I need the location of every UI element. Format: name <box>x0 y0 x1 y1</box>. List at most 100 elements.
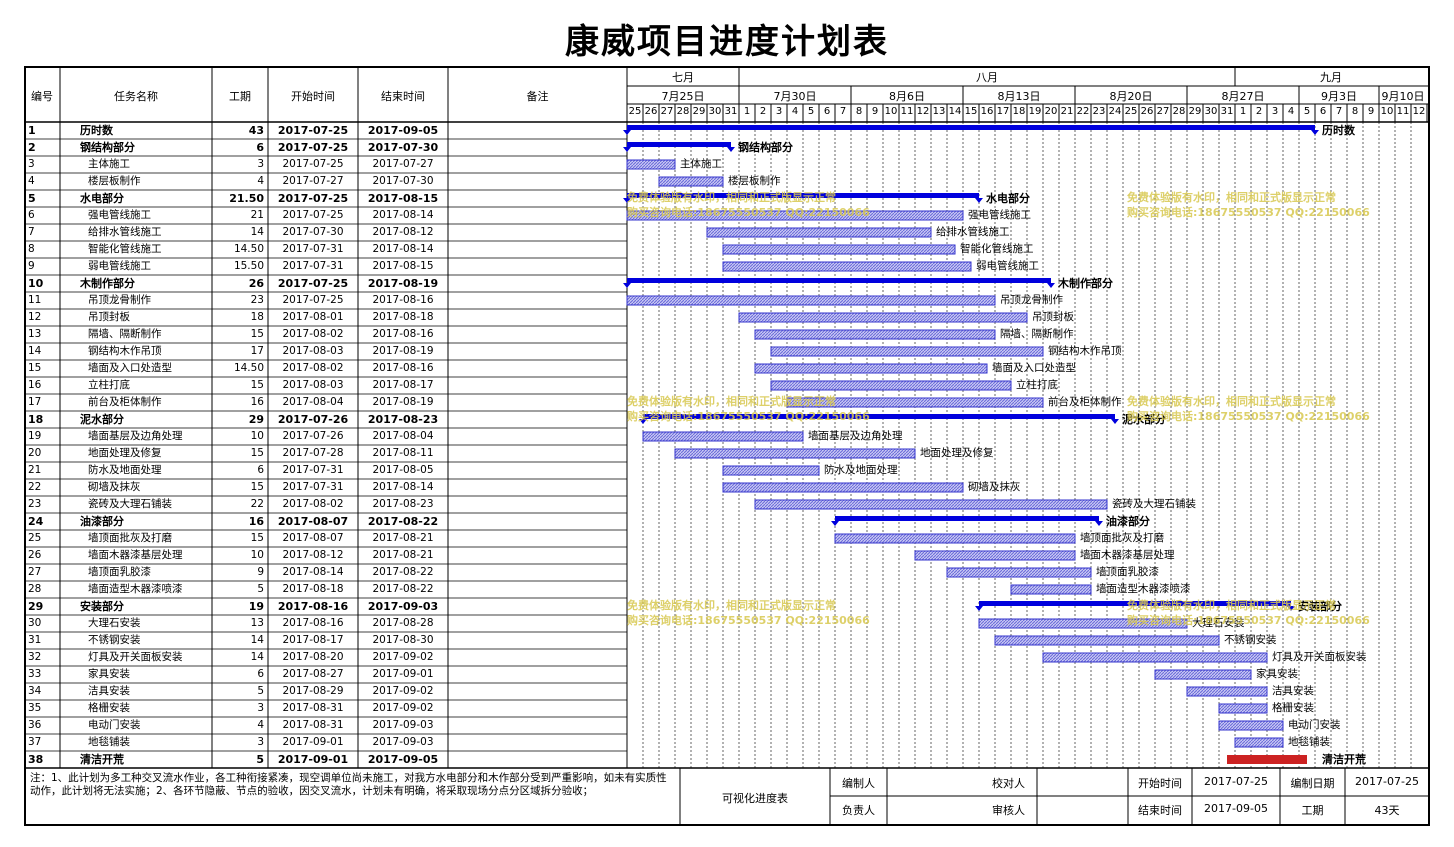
task-bar-label: 立柱打底 <box>1016 379 1058 391</box>
task-id: 38 <box>28 753 44 766</box>
task-duration: 14 <box>250 651 264 663</box>
task-id: 15 <box>28 362 42 374</box>
task-duration: 26 <box>248 277 264 290</box>
watermark-text: 购买咨询电话:18675550537 QQ:22150066 <box>1127 410 1370 423</box>
day-label: 10 <box>1380 106 1394 117</box>
task-id: 25 <box>28 532 42 544</box>
task-end: 2017-09-05 <box>367 753 439 766</box>
task-bar-27 <box>946 567 1092 578</box>
task-name: 瓷砖及大理石铺装 <box>88 498 172 510</box>
task-bar-label: 前台及柜体制作 <box>1048 396 1122 408</box>
watermark-text: 购买咨询电话:18675550537 QQ:22150066 <box>1127 206 1370 219</box>
task-bar-label: 吊顶龙骨制作 <box>1000 294 1063 306</box>
task-bar-6 <box>626 210 964 221</box>
watermark-text: 免费体验版有水印，相同和正式版显示正常 <box>627 599 836 612</box>
task-duration: 15 <box>250 328 264 340</box>
task-bar-37 <box>1234 737 1284 748</box>
task-bar-3 <box>626 159 676 170</box>
task-start: 2017-07-27 <box>282 175 344 187</box>
task-name: 电动门安装 <box>88 719 141 731</box>
summary-end-marker <box>1287 606 1295 611</box>
task-duration: 14.50 <box>233 362 264 374</box>
task-bar-16 <box>770 380 1012 391</box>
task-end: 2017-08-16 <box>372 362 434 374</box>
task-bar-label: 钢结构木作吊顶 <box>1048 345 1122 357</box>
task-bar-label: 防水及地面处理 <box>824 464 898 476</box>
summary-bar-18 <box>643 414 1115 419</box>
task-end: 2017-08-19 <box>372 396 434 408</box>
task-start: 2017-08-03 <box>282 345 344 357</box>
task-duration: 10 <box>250 549 264 561</box>
task-bar-label: 洁具安装 <box>1272 685 1314 697</box>
task-start: 2017-07-26 <box>282 430 344 442</box>
task-name: 强电管线施工 <box>88 209 151 221</box>
task-duration: 10 <box>250 430 264 442</box>
footer-owner-label: 负责人 <box>842 804 875 817</box>
task-end: 2017-08-22 <box>367 515 439 528</box>
task-name: 吊顶封板 <box>88 311 130 323</box>
day-label: 22 <box>1076 106 1090 117</box>
task-duration: 15.50 <box>233 260 264 272</box>
task-start: 2017-07-31 <box>282 243 344 255</box>
task-bar-33 <box>1154 669 1252 680</box>
task-duration: 6 <box>256 141 264 154</box>
day-label: 11 <box>900 106 914 117</box>
footer-date-label: 编制日期 <box>1290 777 1335 790</box>
task-start: 2017-08-02 <box>282 328 344 340</box>
task-duration: 29 <box>248 413 264 426</box>
task-end: 2017-08-16 <box>372 294 434 306</box>
day-label: 12 <box>1412 106 1426 117</box>
task-duration: 14.50 <box>233 243 264 255</box>
watermark-text: 免费体验版有水印，相同和正式版显示正常 <box>1127 599 1336 612</box>
schedule-frame <box>24 66 1430 826</box>
task-bar-36 <box>1218 720 1284 731</box>
day-label: 30 <box>1204 106 1218 117</box>
day-label: 29 <box>692 106 706 117</box>
task-bar-label: 地毯铺装 <box>1288 736 1330 748</box>
day-label: 4 <box>791 106 799 117</box>
task-name: 智能化管线施工 <box>88 243 162 255</box>
task-name: 隔墙、隔断制作 <box>88 328 162 340</box>
task-id: 30 <box>28 617 42 629</box>
task-name: 历时数 <box>80 124 113 137</box>
task-end: 2017-09-03 <box>372 719 434 731</box>
task-name: 洁具安装 <box>88 685 130 697</box>
task-bar-label: 墙顶面乳胶漆 <box>1096 566 1159 578</box>
task-bar-label: 木制作部分 <box>1058 277 1113 290</box>
task-duration: 15 <box>250 481 264 493</box>
task-duration: 21.50 <box>229 192 264 205</box>
task-start: 2017-07-31 <box>282 464 344 476</box>
day-label: 11 <box>1396 106 1410 117</box>
day-label: 5 <box>807 106 815 117</box>
task-bar-30 <box>978 618 1188 629</box>
task-bar-23 <box>754 499 1108 510</box>
week-label: 8月6日 <box>889 90 925 103</box>
month-label: 八月 <box>976 71 998 84</box>
task-id: 19 <box>28 430 42 442</box>
task-bar-label: 墙顶面批灰及打磨 <box>1080 532 1164 544</box>
task-duration: 16 <box>250 396 264 408</box>
task-id: 33 <box>28 668 42 680</box>
task-name: 不锈钢安装 <box>88 634 141 646</box>
task-id: 23 <box>28 498 42 510</box>
task-start: 2017-07-25 <box>282 158 344 170</box>
task-end: 2017-08-22 <box>372 566 434 578</box>
task-name: 立柱打底 <box>88 379 130 391</box>
task-end: 2017-08-15 <box>367 192 439 205</box>
task-end: 2017-08-22 <box>372 583 434 595</box>
task-duration: 18 <box>250 311 264 323</box>
task-start: 2017-07-31 <box>282 260 344 272</box>
task-start: 2017-08-07 <box>282 532 344 544</box>
footer-reviewer-label: 审核人 <box>992 804 1025 817</box>
watermark-text: 购买咨询电话:18675550537 QQ:22150066 <box>627 614 870 627</box>
task-name: 墙顶面批灰及打磨 <box>88 532 172 544</box>
task-id: 12 <box>28 311 42 323</box>
watermark-text: 购买咨询电话:18675550537 QQ:22150066 <box>627 206 870 219</box>
task-bar-label: 水电部分 <box>986 192 1030 205</box>
task-bar-22 <box>722 482 964 493</box>
day-label: 26 <box>1140 106 1154 117</box>
task-name: 格栅安装 <box>88 702 130 714</box>
task-name: 前台及柜体制作 <box>88 396 162 408</box>
day-label: 30 <box>708 106 722 117</box>
task-bar-label: 给排水管线施工 <box>936 226 1010 238</box>
